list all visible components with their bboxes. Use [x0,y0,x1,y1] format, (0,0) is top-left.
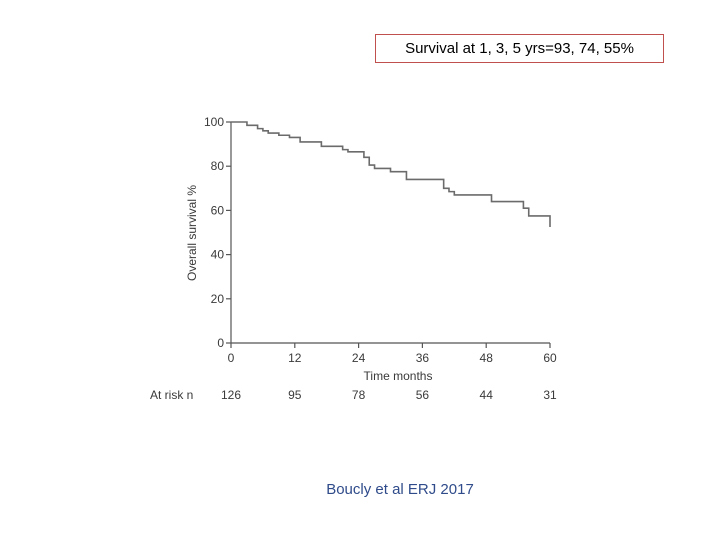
at-risk-label: At risk n [150,388,193,402]
x-tick-label: 12 [288,351,302,365]
at-risk-value: 56 [416,388,430,402]
survival-callout-box: Survival at 1, 3, 5 yrs=93, 74, 55% [375,34,664,63]
y-tick-label: 0 [217,336,224,350]
at-risk-value: 95 [288,388,302,402]
at-risk-row: At risk n 126 95 78 56 44 31 [150,388,557,402]
x-axis: 0 12 24 36 48 60 [228,342,557,365]
x-tick-label: 60 [543,351,557,365]
at-risk-value: 78 [352,388,366,402]
at-risk-value: 31 [543,388,557,402]
x-tick-label: 48 [480,351,494,365]
x-tick-label: 24 [352,351,366,365]
y-tick-label: 40 [211,248,225,262]
y-tick-label: 20 [211,292,225,306]
y-tick-label: 100 [204,115,224,129]
y-tick-label: 60 [211,203,225,217]
x-tick-label: 0 [228,351,235,365]
y-tick-label: 80 [211,159,225,173]
at-risk-value: 44 [480,388,494,402]
at-risk-value: 126 [221,388,241,402]
citation-text: Boucly et al ERJ 2017 [326,481,474,498]
x-axis-label: Time months [364,369,433,383]
survival-curve [231,121,551,227]
y-axis-label: Overall survival % [185,185,199,281]
x-tick-label: 36 [416,351,430,365]
y-axis: 0 20 40 60 80 100 [204,115,232,350]
